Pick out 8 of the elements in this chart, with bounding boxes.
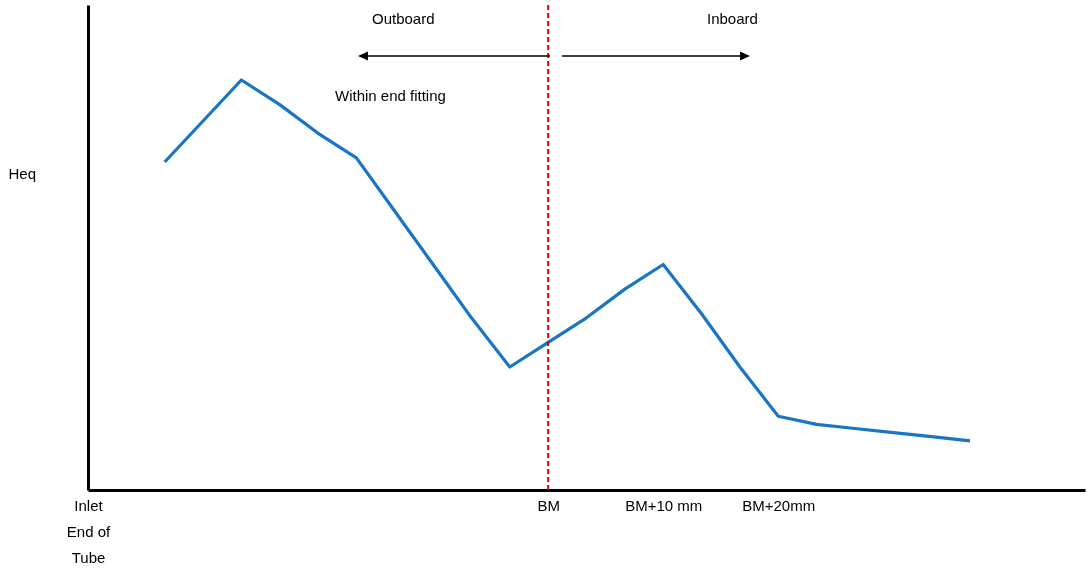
x-tick-label: BM+20mm [742,496,816,514]
x-tick-label: BM [537,496,560,514]
text: Outboard [372,10,435,27]
x-tick-label: BM+10 mm [625,496,703,514]
x-tick-label: Inlet End of Tube [66,496,112,566]
annotation: Within end fitting [335,87,446,104]
text: Inboard [707,10,758,27]
y-axis-title: Heq [8,164,37,182]
